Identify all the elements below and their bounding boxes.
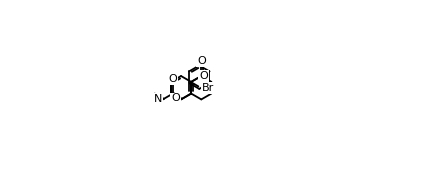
- Text: O: O: [197, 56, 206, 66]
- Text: N: N: [154, 94, 162, 104]
- Text: O: O: [199, 71, 208, 81]
- Text: O: O: [171, 94, 180, 104]
- Text: O: O: [168, 74, 177, 84]
- Text: Br: Br: [201, 83, 214, 93]
